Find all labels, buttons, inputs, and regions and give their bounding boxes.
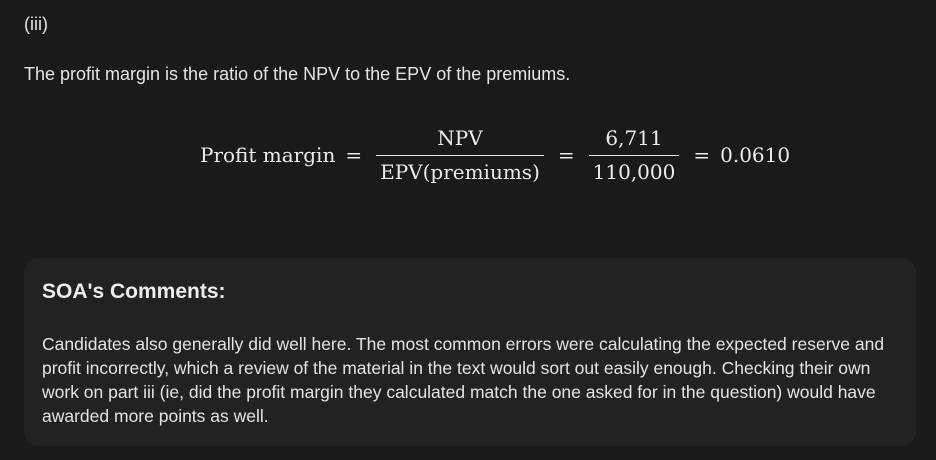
fraction-bar xyxy=(588,154,680,157)
comments-body: Candidates also generally did well here.… xyxy=(42,334,885,426)
soa-comments-box: SOA's Comments: Candidates also generall… xyxy=(24,258,916,446)
equals-sign: = xyxy=(557,143,575,167)
fraction-bar xyxy=(376,154,544,157)
equation-lhs: Profit margin xyxy=(200,143,336,167)
profit-margin-equation: Profit margin = NPV EPV(premiums) = 6,71… xyxy=(200,120,790,190)
equals-sign: = xyxy=(345,143,363,167)
equation-result: 0.0610 xyxy=(720,143,791,167)
npv-fraction: NPV EPV(premiums) xyxy=(376,125,544,186)
fraction-denominator: EPV(premiums) xyxy=(380,160,540,185)
part-label: (iii) xyxy=(24,14,48,34)
equals-sign: = xyxy=(693,143,711,167)
comments-title: SOA's Comments: xyxy=(42,280,226,303)
value-fraction: 6,711 110,000 xyxy=(588,125,680,186)
fraction-denominator: 110,000 xyxy=(592,160,676,185)
intro-text: The profit margin is the ratio of the NP… xyxy=(24,64,571,84)
fraction-numerator: 6,711 xyxy=(605,125,663,150)
fraction-numerator: NPV xyxy=(437,125,483,150)
